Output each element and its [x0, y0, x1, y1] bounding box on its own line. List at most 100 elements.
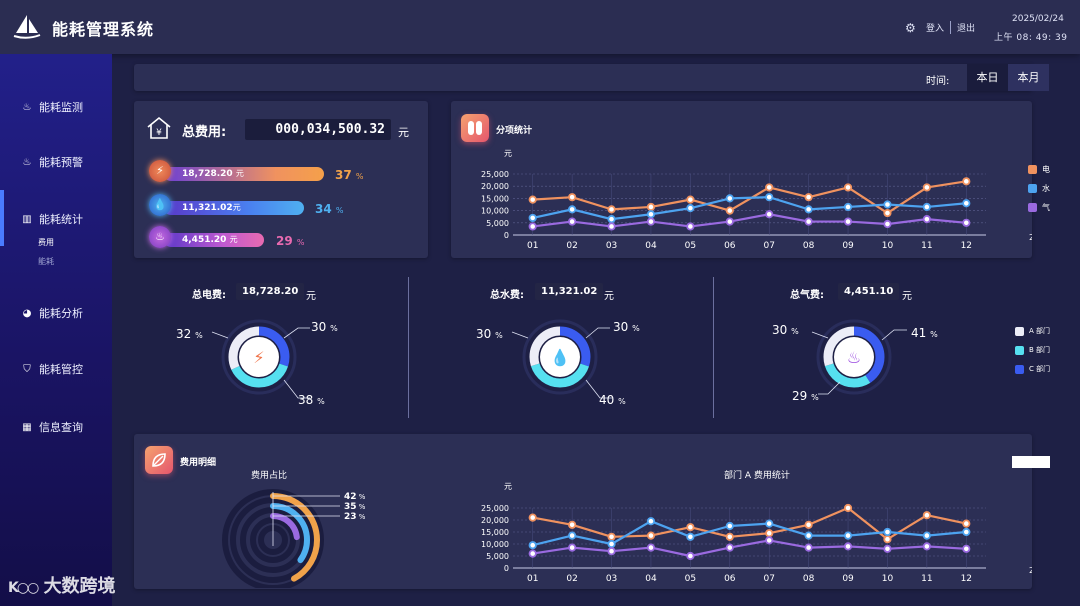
pct-value: 40 [599, 393, 615, 407]
data-point [765, 193, 774, 202]
sidebar-item-monitor[interactable]: ♨ 能耗监测 [0, 94, 112, 120]
lightning-icon: ⚡ [253, 348, 264, 367]
sailboat-logo-icon [13, 15, 41, 39]
legend-label: C 部门 [1029, 365, 1051, 373]
pct-unit: % [357, 493, 366, 501]
data-point [843, 531, 853, 540]
water-drop-icon: 💧 [550, 348, 570, 367]
flame-icon: ♨ [847, 348, 861, 367]
time-option-today[interactable]: 本日 [967, 64, 1008, 91]
gear-icon[interactable]: ⚙ [905, 21, 916, 35]
electric-total-label: 总电费: [192, 290, 226, 301]
sidebar-item-control[interactable]: ⛉ 能耗管控 [0, 356, 112, 382]
data-point [725, 543, 734, 552]
x-tick-label: 04 [645, 241, 657, 251]
gas-pct-value: 29 [276, 234, 293, 248]
electric-cost-value: 18,728.20 [182, 169, 233, 179]
sidebar-item-statistics[interactable]: ▥ 能耗统计 [0, 206, 112, 232]
pct-unit: % [930, 330, 938, 339]
time-option-month[interactable]: 本月 [1008, 64, 1049, 91]
y-axis-unit: 元 [504, 482, 512, 491]
bar-chart-icon: ▥ [22, 213, 32, 225]
x-tick-label: 06 [724, 241, 736, 251]
data-point [686, 551, 695, 561]
gas-cost-unit: 元 [229, 235, 238, 244]
pct-unit: % [357, 503, 366, 511]
login-button[interactable]: 登入 [926, 24, 945, 34]
data-point [765, 536, 774, 545]
sidebar-item-label: 能耗监测 [39, 101, 83, 114]
data-point [765, 529, 774, 538]
data-point [962, 199, 971, 208]
x-tick-label: 03 [606, 574, 617, 584]
sidebar-subitem-cost[interactable]: 费用 [38, 238, 54, 247]
leader-line [511, 331, 529, 339]
y-tick-label: 25,000 [481, 170, 509, 179]
data-point [568, 217, 577, 226]
split-stats-panel [451, 101, 1032, 258]
gas-donut-pct-b: 29 % [792, 389, 819, 403]
cost-detail-title: 费用明细 [180, 458, 217, 468]
shield-icon: ⛉ [23, 363, 31, 375]
x-tick-label: 01 [527, 241, 538, 251]
gas-total-unit: 元 [902, 291, 912, 302]
water-cost-value: 11,321.02 [182, 203, 233, 213]
y-tick-label: 15,000 [481, 194, 509, 203]
data-point [528, 549, 537, 558]
table-icon: ▦ [22, 421, 32, 433]
data-point [962, 519, 971, 528]
data-point [607, 205, 616, 214]
x-tick-label: 03 [606, 241, 617, 251]
x-tick-label: 05 [685, 241, 696, 251]
pct-unit: % [195, 331, 203, 340]
y-tick-label: 15,000 [481, 528, 509, 537]
data-point [686, 532, 695, 541]
data-point [528, 541, 537, 550]
water-pct-value: 34 [315, 202, 332, 216]
x-tick-label: 07 [763, 574, 774, 584]
logout-button[interactable]: 退出 [950, 21, 975, 34]
pct-unit: % [330, 324, 338, 333]
x-tick-label: 10 [882, 574, 894, 584]
legend-dept-c[interactable]: C 部门 [1015, 364, 1050, 374]
legend-label: 水 [1042, 184, 1050, 193]
sidebar-item-query[interactable]: ▦ 信息查询 [0, 414, 112, 440]
data-point [765, 183, 774, 192]
data-point [646, 531, 656, 540]
sidebar-item-analysis[interactable]: ◕ 能耗分析 [0, 300, 112, 326]
legend-dept-a[interactable]: A 部门 [1015, 326, 1050, 336]
split-stats-title: 分项统计 [496, 126, 533, 136]
pct-value: 38 [298, 393, 314, 407]
legend-item-1[interactable]: 水 [1028, 183, 1050, 194]
pct-value: 42 [344, 492, 357, 502]
data-point [922, 183, 931, 192]
data-point [883, 535, 892, 544]
leader-line [283, 379, 310, 399]
donut-glow [221, 319, 297, 395]
pct-value: 23 [344, 512, 357, 522]
sidebar-item-warning[interactable]: ♨ 能耗预警 [0, 149, 112, 175]
capsule-icon [461, 114, 489, 142]
legend-item-0[interactable]: 电 [1028, 164, 1050, 175]
data-point [804, 520, 813, 529]
pct-value: 30 [772, 323, 788, 337]
data-point [883, 527, 892, 537]
sidebar-subitem-energy[interactable]: 能耗 [38, 257, 54, 266]
series-line [532, 520, 967, 547]
x-tick-label: 11 [921, 574, 932, 584]
water-cost-unit: 元 [232, 203, 241, 212]
data-point [725, 194, 734, 203]
y-tick-label: 5,000 [486, 219, 509, 228]
legend-item-2[interactable]: 气 [1028, 202, 1050, 213]
data-point [725, 217, 734, 226]
water-total-unit: 元 [604, 291, 614, 302]
data-point [843, 202, 853, 212]
pct-unit: % [357, 513, 366, 521]
data-point [686, 195, 695, 204]
leader-line [283, 327, 310, 339]
donut-segment [228, 326, 290, 388]
sidebar-item-label: 能耗分析 [39, 307, 83, 320]
water-cost-percent: 34 % [315, 202, 344, 216]
electric-total-value: 18,728.20 [236, 283, 305, 300]
legend-dept-b[interactable]: B 部门 [1015, 345, 1050, 355]
